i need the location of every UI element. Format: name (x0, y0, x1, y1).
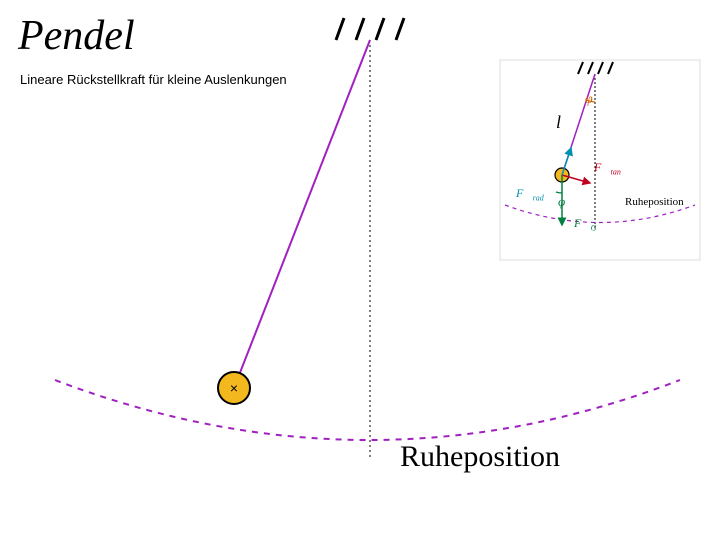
inset-force-rad-label: F⃗rad (516, 186, 544, 202)
inset-angle-bob-label: φ (558, 194, 565, 210)
swing-arc (55, 380, 680, 440)
inset-rest-position-label: Ruheposition (625, 196, 684, 208)
rest-position-label: Ruheposition (400, 440, 560, 474)
ceiling-hatch (336, 18, 404, 40)
inset-length-label: l (556, 112, 561, 133)
pendulum-string (234, 40, 370, 388)
main-pendulum-diagram: × (0, 0, 720, 540)
inset-force-g-label: F⃗G (574, 216, 596, 232)
bob-mark: × (230, 380, 238, 396)
inset-force-tan-label: F⃗tan (594, 160, 621, 176)
inset-angle-top-label: φ (585, 92, 593, 108)
